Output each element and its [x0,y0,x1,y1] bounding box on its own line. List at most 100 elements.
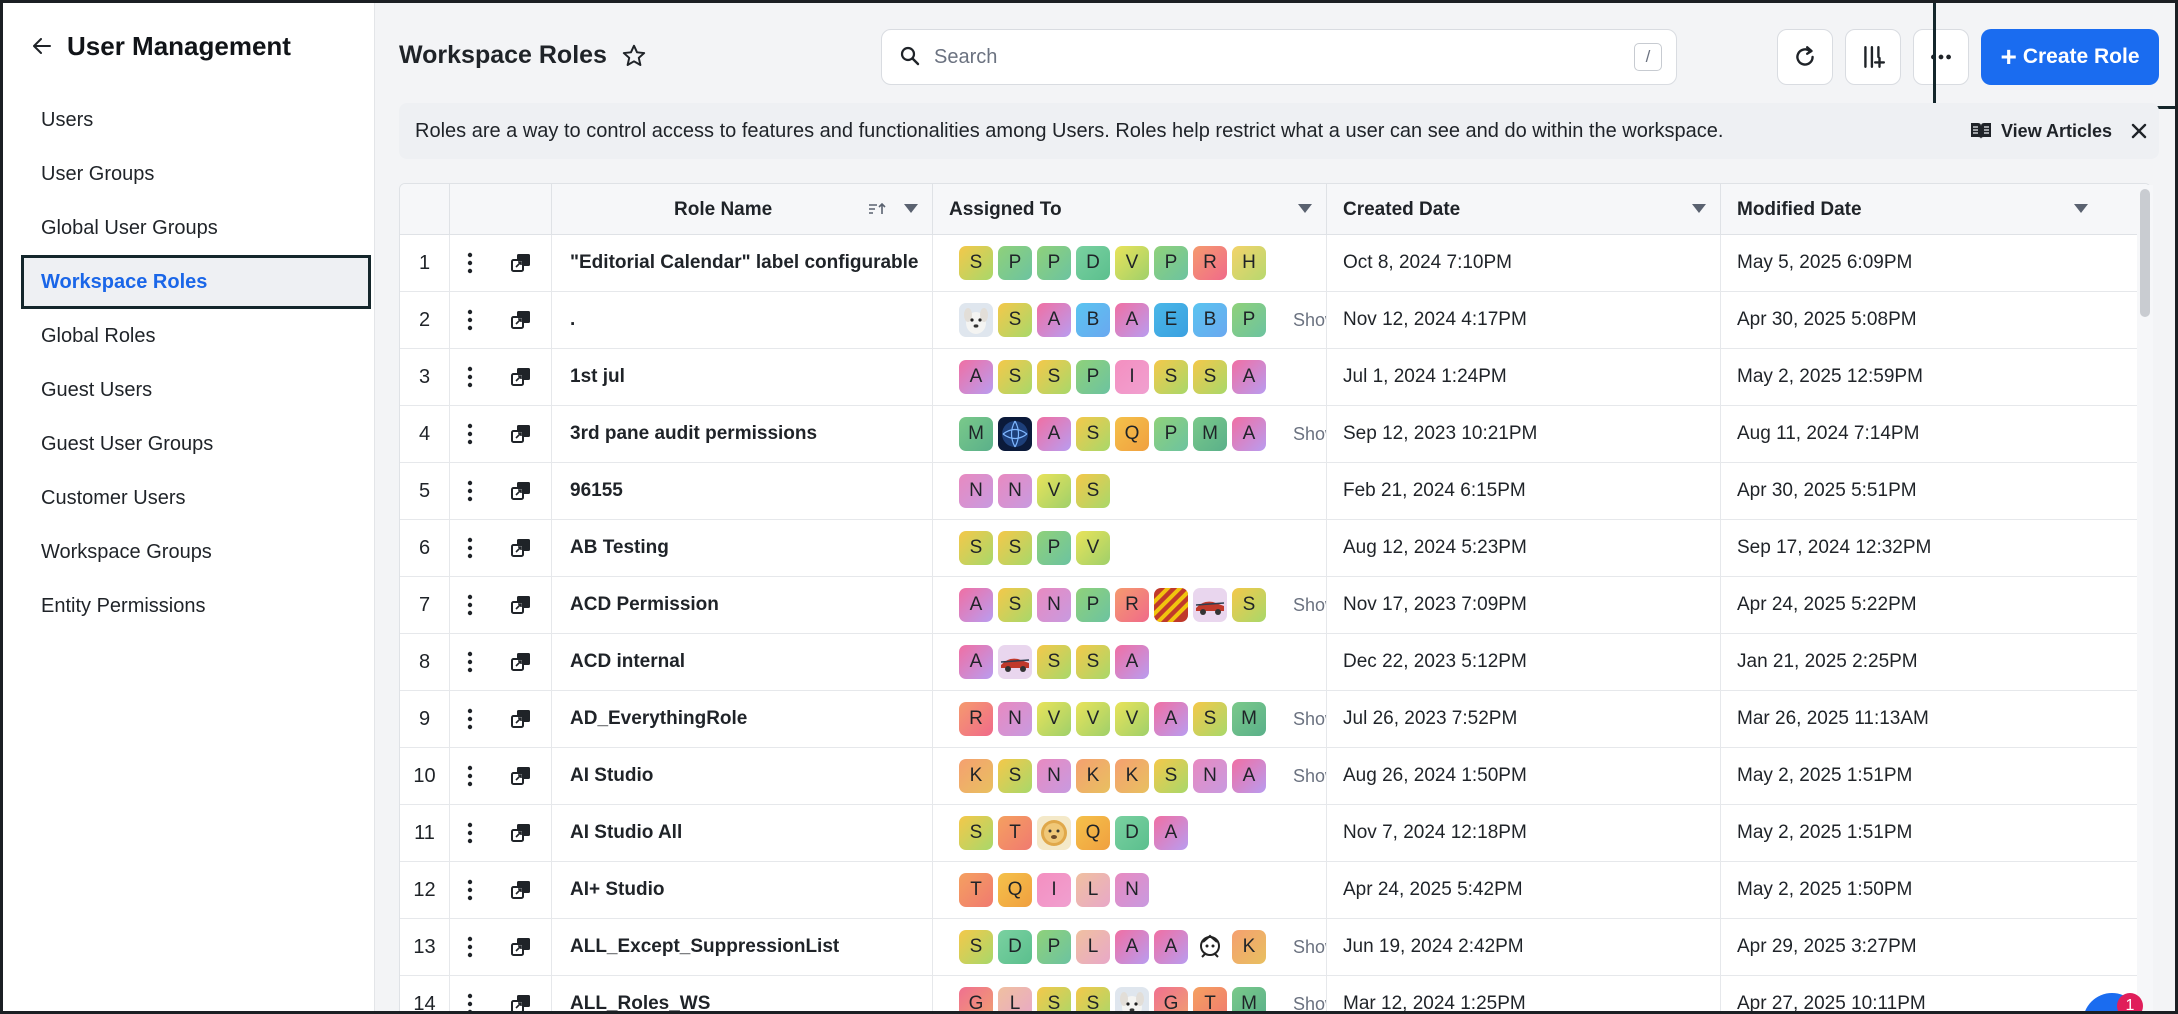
avatar[interactable]: V [1115,246,1149,280]
avatar-image[interactable] [1154,588,1188,622]
show-more-link[interactable]: Show [1293,993,1326,1014]
avatar[interactable]: S [998,759,1032,793]
avatar[interactable]: P [1037,531,1071,565]
avatar[interactable]: S [959,816,993,850]
open-role-icon[interactable] [490,805,552,861]
show-more-link[interactable]: Show [1293,309,1326,330]
avatar[interactable]: S [1037,987,1071,1011]
avatar[interactable]: P [1076,360,1110,394]
open-role-icon[interactable] [490,634,552,690]
sidebar-item-entity-permissions[interactable]: Entity Permissions [41,594,206,617]
show-more-link[interactable]: Show [1293,765,1326,786]
avatar[interactable]: A [1115,930,1149,964]
view-articles-link[interactable]: View Articles [1969,103,2112,159]
role-name-cell[interactable]: ALL_Except_SuppressionList [552,919,933,975]
avatar[interactable]: Q [1115,417,1149,451]
row-menu-icon[interactable] [450,691,490,747]
avatar[interactable]: M [1193,417,1227,451]
open-role-icon[interactable] [490,577,552,633]
created-date-filter-icon[interactable] [1692,204,1706,213]
row-menu-icon[interactable] [450,349,490,405]
sidebar-item-global-roles[interactable]: Global Roles [41,324,156,347]
role-name-cell[interactable]: AI Studio All [552,805,933,861]
open-role-icon[interactable] [490,919,552,975]
avatar[interactable]: S [998,360,1032,394]
sidebar-item-users[interactable]: Users [41,108,94,131]
avatar[interactable]: S [1037,645,1071,679]
avatar[interactable]: A [1232,360,1266,394]
avatar[interactable]: L [1076,930,1110,964]
avatar[interactable]: M [959,417,993,451]
row-menu-icon[interactable] [450,520,490,576]
avatar[interactable]: M [1232,987,1266,1011]
row-menu-icon[interactable] [450,919,490,975]
avatar[interactable]: A [1154,930,1188,964]
avatar[interactable]: H [1232,246,1266,280]
avatar[interactable]: A [1154,702,1188,736]
row-menu-icon[interactable] [450,406,490,462]
avatar[interactable]: V [1115,702,1149,736]
open-role-icon[interactable] [490,406,552,462]
role-name-cell[interactable]: AI Studio [552,748,933,804]
table-row[interactable]: 9AD_EverythingRoleRNVVVASMShowJul 26, 20… [400,691,2150,748]
table-row[interactable]: 1 "Editorial Calendar" label configurable… [400,235,2150,292]
sidebar-item-user-groups[interactable]: User Groups [41,162,155,185]
avatar[interactable]: A [1154,816,1188,850]
open-role-icon[interactable] [490,691,552,747]
role-name-filter-icon[interactable] [904,204,918,213]
row-menu-icon[interactable] [450,292,490,348]
role-name-cell[interactable]: . [552,292,933,348]
avatar[interactable]: S [1076,417,1110,451]
table-row[interactable]: 12 AI+ Studio T Q I L N Apr 24, 2025 5:42PM May … [400,862,2150,919]
open-role-icon[interactable] [490,235,552,291]
avatar[interactable]: R [1115,588,1149,622]
header-role-name[interactable]: Role Name [502,184,933,235]
row-menu-icon[interactable] [450,862,490,918]
avatar-image[interactable] [998,417,1032,451]
avatar[interactable]: P [1037,930,1071,964]
avatar[interactable]: S [1076,645,1110,679]
row-menu-icon[interactable] [450,634,490,690]
table-row[interactable]: 13ALL_Except_SuppressionListSDPLAAKShowJ… [400,919,2150,976]
avatar[interactable]: P [1232,303,1266,337]
avatar[interactable]: S [959,930,993,964]
sidebar-item-customer-users[interactable]: Customer Users [41,486,186,509]
avatar-image[interactable] [959,303,993,337]
avatar-image[interactable] [1037,816,1071,850]
open-role-icon[interactable] [490,349,552,405]
open-role-icon[interactable] [490,862,552,918]
avatar[interactable]: P [1037,246,1071,280]
avatar[interactable]: S [1193,702,1227,736]
avatar[interactable]: E [1154,303,1188,337]
avatar[interactable]: K [1076,759,1110,793]
table-row[interactable]: 3 1st jul A S S P I S S A Jul 1, 2024 1:24PM May 2,… [400,349,2150,406]
avatar[interactable]: B [1076,303,1110,337]
sort-icon[interactable] [868,200,886,222]
avatar[interactable]: M [1232,702,1266,736]
table-row[interactable]: 6 AB Testing S S P V Aug 12, 2024 5:23PM Sep 17… [400,520,2150,577]
open-role-icon[interactable] [490,976,552,1011]
avatar[interactable]: S [959,246,993,280]
avatar[interactable]: G [1154,987,1188,1011]
avatar-image[interactable] [1193,588,1227,622]
avatar[interactable]: L [998,987,1032,1011]
avatar[interactable]: D [1115,816,1149,850]
role-name-cell[interactable]: "Editorial Calendar" label configurable [552,235,933,291]
avatar[interactable]: N [1037,759,1071,793]
row-menu-icon[interactable] [450,235,490,291]
role-name-cell[interactable]: ACD internal [552,634,933,690]
avatar[interactable]: V [1037,702,1071,736]
avatar[interactable]: N [1037,588,1071,622]
avatar[interactable]: S [1076,987,1110,1011]
avatar[interactable]: R [1193,246,1227,280]
avatar[interactable]: N [959,474,993,508]
role-name-cell[interactable]: AB Testing [552,520,933,576]
avatar[interactable]: L [1076,873,1110,907]
sidebar-item-global-user-groups[interactable]: Global User Groups [41,216,218,239]
row-menu-icon[interactable] [450,463,490,519]
